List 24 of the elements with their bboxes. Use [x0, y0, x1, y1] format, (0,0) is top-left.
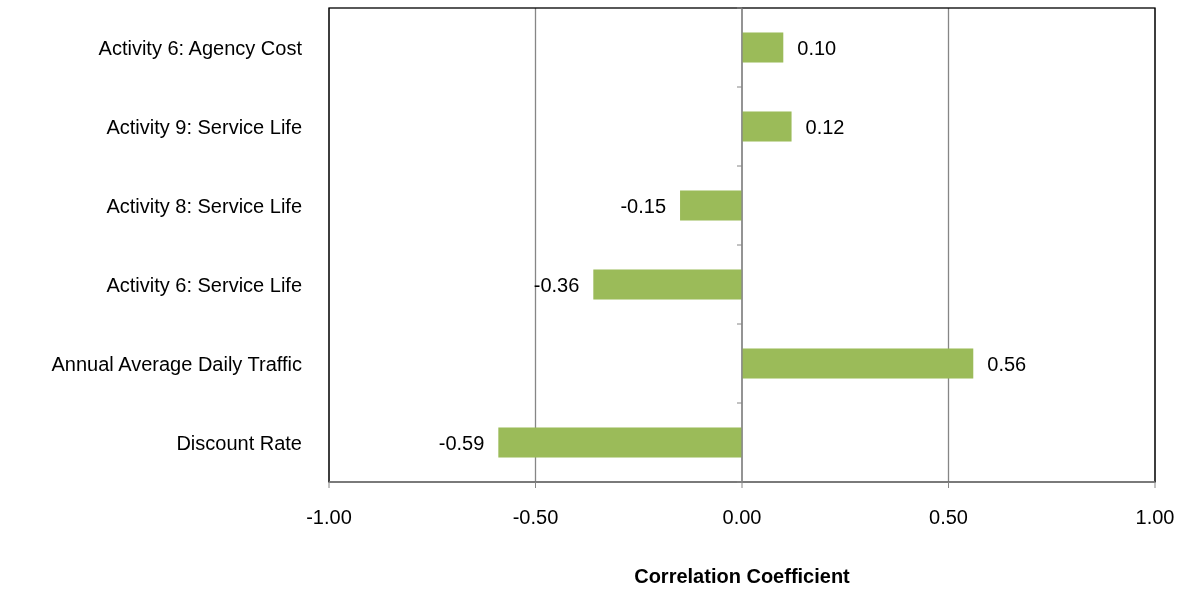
- bar: [680, 190, 742, 221]
- x-tick-label: 0.00: [722, 506, 762, 528]
- bar: [742, 111, 792, 142]
- data-label: 0.56: [987, 352, 1027, 375]
- x-tick-label: -0.50: [512, 506, 559, 528]
- y-tick-label: Annual Average Daily Traffic: [51, 352, 302, 375]
- data-label: 0.10: [797, 36, 837, 59]
- y-tick-label: Discount Rate: [176, 431, 302, 454]
- y-tick-label: Activity 6: Service Life: [106, 273, 302, 296]
- bar: [498, 427, 742, 458]
- x-tick-label: 1.00: [1135, 506, 1175, 528]
- data-label: -0.59: [438, 431, 485, 454]
- data-label: 0.12: [805, 115, 845, 138]
- bar: [593, 269, 742, 300]
- y-tick-label: Activity 6: Agency Cost: [98, 36, 303, 59]
- y-tick-label: Activity 9: Service Life: [106, 115, 302, 138]
- bar: [742, 32, 784, 63]
- x-tick-label: 0.50: [929, 506, 968, 528]
- x-tick-label: -1.00: [306, 506, 352, 528]
- y-tick-label: Activity 8: Service Life: [106, 194, 302, 217]
- data-label: -0.36: [533, 273, 580, 296]
- bar: [742, 348, 974, 379]
- data-label: -0.15: [620, 194, 667, 217]
- x-axis-title: Correlation Coefficient: [634, 565, 851, 587]
